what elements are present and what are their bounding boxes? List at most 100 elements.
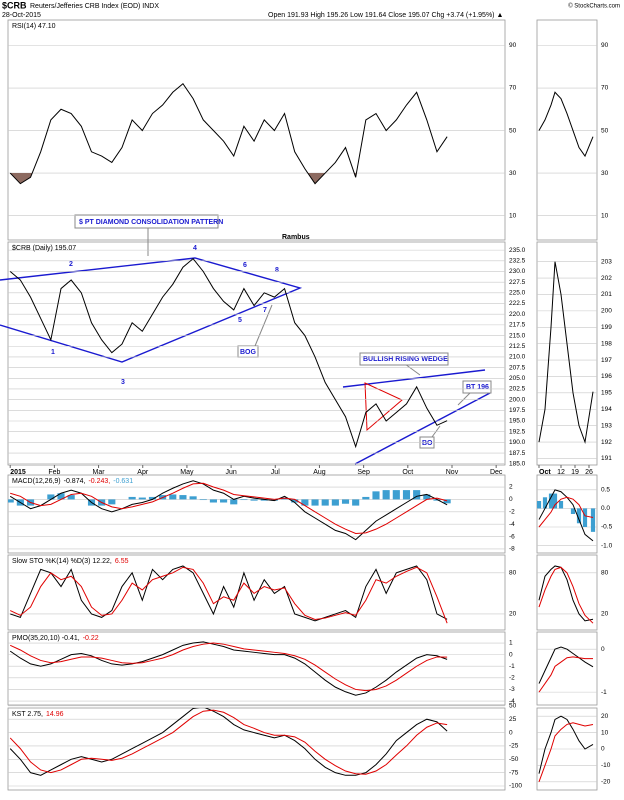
series-line: [538, 489, 594, 542]
panel-legend: KST 2.75, 14.96: [12, 711, 64, 718]
y-tick-label: -8: [509, 546, 515, 553]
y-tick-label: -4: [509, 698, 515, 705]
panel-legend: RSI(14) 47.10: [12, 23, 56, 30]
histogram-bar: [189, 496, 197, 500]
plot: [538, 91, 594, 158]
histogram-bar: [433, 499, 441, 501]
histogram-bar: [209, 499, 217, 503]
legend-part: KST 2.75,: [12, 711, 43, 718]
y-tick-label: 199: [601, 324, 612, 331]
y-tick-label: -50: [509, 756, 519, 763]
date: 28-Oct-2015: [2, 12, 41, 19]
y-tick-label: 1: [509, 640, 513, 647]
x-tick-label: Oct: [402, 469, 413, 476]
panel-legend: Slow STO %K(14) %D(3) 12.22, 6.55: [12, 558, 129, 565]
series-line: [538, 91, 594, 158]
callout: [254, 304, 273, 347]
legend-part: -0.874,: [64, 478, 86, 485]
series-line: [538, 656, 593, 693]
y-tick-label: -1.0: [601, 542, 613, 549]
histogram-bar: [57, 493, 65, 500]
y-tick-label: -2: [509, 509, 515, 516]
y-tick-label: 2: [509, 484, 513, 491]
y-tick-label: 10: [601, 212, 609, 219]
y-tick-label: 70: [601, 85, 609, 92]
plot: [537, 489, 596, 542]
histogram-bar: [128, 496, 136, 500]
y-tick-label: 194: [601, 406, 612, 413]
y-tick-label: -75: [509, 769, 519, 776]
annotation: 7: [263, 307, 267, 314]
histogram-bar: [321, 499, 329, 506]
legend-part: -0.243,: [88, 478, 110, 485]
histogram-bar: [108, 499, 116, 505]
y-tick-label: 235.0: [509, 247, 526, 254]
y-tick-label: 0.5: [601, 487, 610, 494]
panel-frame: [536, 241, 598, 466]
plot: [538, 565, 594, 624]
histogram-bar: [291, 499, 299, 503]
y-tick-label: -4: [509, 521, 515, 528]
x-tick-label: Mar: [93, 469, 106, 476]
y-tick-label: -100: [509, 783, 522, 790]
histogram-bar: [372, 491, 380, 500]
y-tick-label: -1: [601, 689, 607, 696]
plot: [9, 641, 448, 696]
y-tick-label: 50: [509, 127, 517, 134]
y-tick-label: 198: [601, 340, 612, 347]
histogram-bar: [341, 499, 350, 504]
y-tick-label: -1: [509, 663, 515, 670]
y-tick-label: 191: [601, 455, 612, 462]
x-tick-label: Nov: [446, 469, 459, 476]
y-tick-label: 10: [509, 212, 517, 219]
y-tick-label: 195.0: [509, 418, 526, 425]
y-tick-label: 225.0: [509, 290, 526, 297]
y-tick-label: 192.5: [509, 428, 526, 435]
annotation: BULLISH RISING WEDGE: [363, 356, 448, 363]
y-tick-label: 203: [601, 258, 612, 265]
histogram-bar: [590, 508, 596, 532]
series-line: [538, 261, 594, 445]
legend-part: -0.631: [113, 478, 133, 485]
y-tick-label: 202.5: [509, 386, 526, 393]
x-tick-label: Aug: [313, 469, 326, 476]
histogram-bar: [8, 499, 14, 503]
y-tick-label: 192: [601, 439, 612, 446]
x-tick-label: May: [180, 469, 194, 476]
y-tick-label: 20: [601, 713, 609, 720]
y-tick-label: 185.0: [509, 460, 526, 467]
y-tick-label: 217.5: [509, 322, 526, 329]
x-tick-label: 2015: [10, 469, 26, 476]
y-tick-label: 193: [601, 422, 612, 429]
y-tick-label: 30: [601, 170, 609, 177]
y-tick-label: 0: [509, 651, 513, 658]
legend-part: PMO(35,20,10) -0.41,: [12, 635, 80, 642]
y-tick-label: -0.5: [601, 524, 613, 531]
y-tick-label: 197: [601, 357, 612, 364]
series-line: [538, 722, 594, 782]
histogram-bar: [148, 496, 157, 500]
histogram-bar: [362, 496, 370, 500]
y-tick-label: 222.5: [509, 300, 526, 307]
y-tick-label: 210.0: [509, 354, 526, 361]
histogram-bar: [199, 499, 207, 501]
series-line: [9, 708, 448, 776]
plot: [538, 261, 594, 445]
y-tick-label: 0: [509, 729, 513, 736]
panel-frame: [7, 554, 506, 631]
panel-legend: MACD(12,26,9) -0.874, -0.243, -0.631: [12, 478, 133, 485]
legend-part: 6.55: [115, 558, 129, 565]
y-tick-label: 187.5: [509, 450, 526, 457]
triangle: [364, 382, 403, 432]
histogram-bar: [47, 494, 55, 500]
histogram-bar: [270, 499, 278, 501]
plot: [9, 708, 448, 776]
panel-frame: [536, 631, 598, 706]
symbol: $CRB: [2, 0, 27, 10]
histogram-bar: [582, 508, 588, 527]
annotation: 6: [243, 262, 247, 269]
y-tick-label: -10: [601, 762, 611, 769]
histogram-bar: [423, 494, 431, 500]
annotation: 1: [51, 349, 55, 356]
